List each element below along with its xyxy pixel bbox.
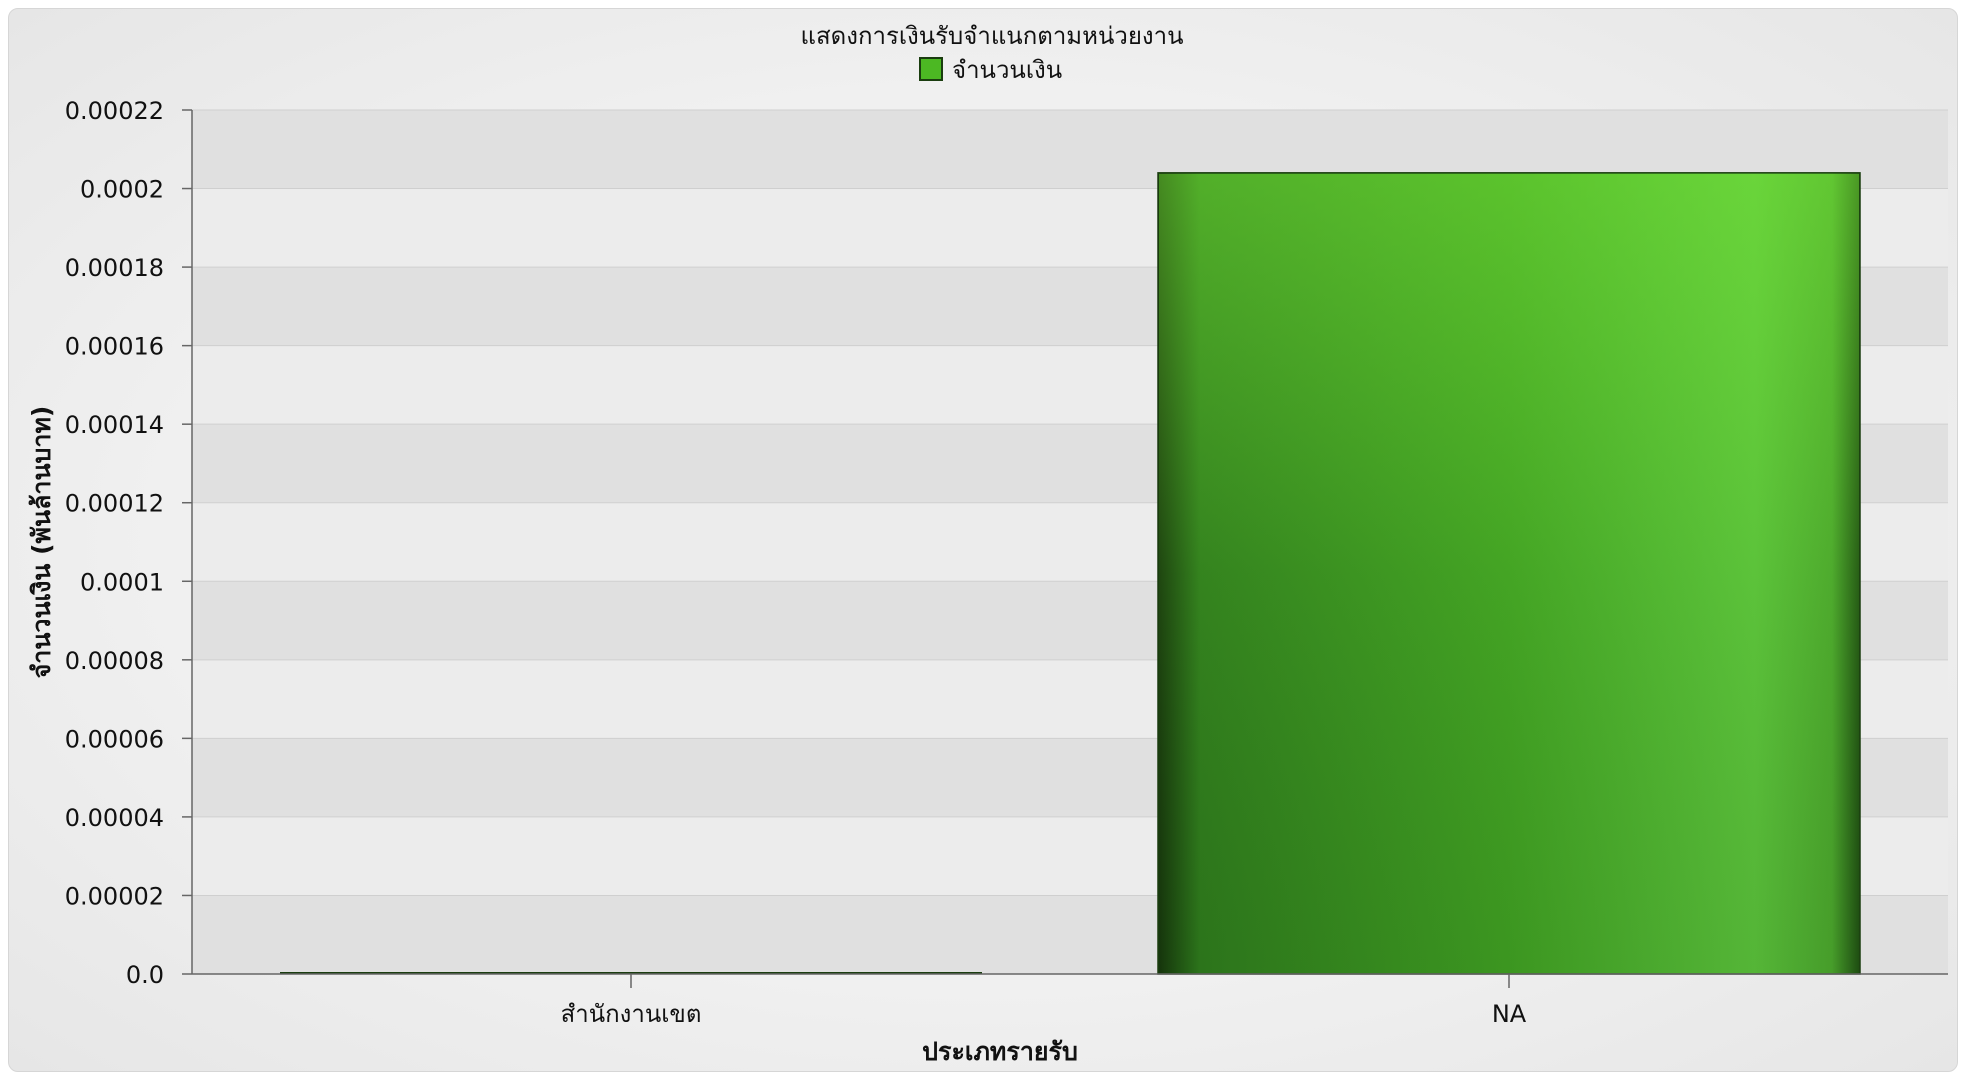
y-axis-ticks: 0.0 0.00002 0.00004 0.00006 0.00008 0.0001 0.0… — [65, 97, 192, 989]
y-tick-label: 0.00006 — [65, 725, 164, 753]
legend-swatch — [919, 57, 943, 81]
chart-title: แสดงการเงินรับจำแนกตามหน่วยงาน — [801, 22, 1184, 50]
y-tick-label: 0.0001 — [80, 568, 164, 596]
y-tick-label: 0.0002 — [80, 176, 164, 204]
bar-highlight — [1159, 173, 1859, 973]
y-tick-label: 0.00002 — [65, 882, 164, 910]
y-tick-label: 0.00004 — [65, 804, 164, 832]
y-tick-label: 0.0 — [126, 961, 164, 989]
legend: จำนวนเงิน — [919, 56, 1062, 84]
x-tick-label: NA — [1492, 1000, 1527, 1028]
y-tick-label: 0.00014 — [65, 411, 164, 439]
x-tick-label: สำนักงานเขต — [561, 1000, 702, 1028]
y-tick-label: 0.00012 — [65, 490, 164, 518]
bars — [280, 172, 1861, 975]
legend-label: จำนวนเงิน — [952, 56, 1062, 84]
x-axis-ticks: สำนักงานเขต NA — [561, 974, 1527, 1028]
y-tick-label: 0.00022 — [65, 97, 164, 125]
y-tick-label: 0.00016 — [65, 333, 164, 361]
y-tick-label: 0.00018 — [65, 254, 164, 282]
y-tick-label: 0.00008 — [65, 647, 164, 675]
y-axis-title: จำนวนเงิน (พันล้านบาท) — [27, 406, 56, 679]
x-axis-title: ประเภทรายรับ — [922, 1037, 1078, 1066]
